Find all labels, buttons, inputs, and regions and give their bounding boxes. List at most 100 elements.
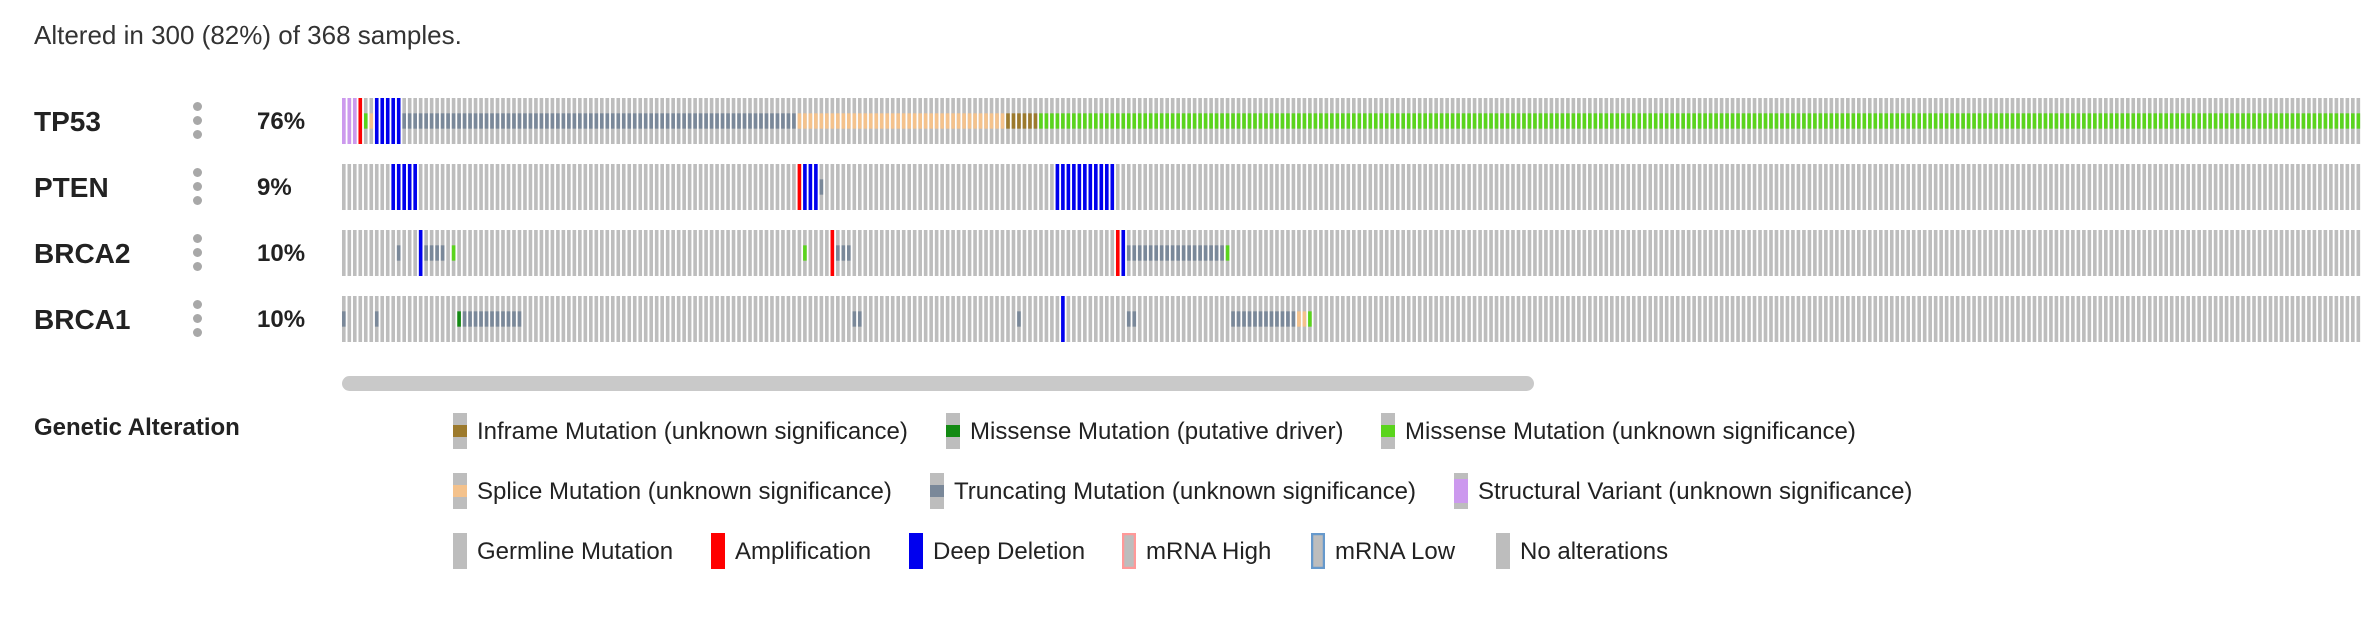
sample-cell (2054, 296, 2059, 342)
sample-cell (1609, 164, 1614, 210)
sample-mutation-missense_unknown (1159, 113, 1164, 129)
sample-mutation-truncating (473, 113, 478, 129)
sample-cell (2224, 230, 2229, 276)
sample-mutation-missense_unknown (1379, 113, 1384, 129)
sample-cell (1022, 164, 1027, 210)
sample-cell (2290, 230, 2295, 276)
sample-cell (1500, 296, 1504, 342)
sample-mutation-missense_unknown (2016, 113, 2020, 129)
sample-cell (1330, 296, 1334, 342)
sample-cell (1675, 164, 1680, 210)
sample-cell (1434, 296, 1438, 342)
sample-cell (2318, 230, 2322, 276)
sample-cell (1500, 230, 1504, 276)
sample-mutation-truncating (737, 113, 741, 129)
gene-name[interactable]: TP53 (34, 106, 101, 137)
sample-cell (1467, 230, 1471, 276)
sample-cell (2279, 164, 2284, 210)
sample-mutation-splice (995, 113, 999, 129)
sample-cell (907, 296, 912, 342)
sample-cell (616, 230, 621, 276)
sample-mutation-splice (923, 113, 928, 129)
sample-cell (1555, 164, 1559, 210)
no-alterations-icon (1496, 533, 1510, 569)
oncoprint-track-pten[interactable] (342, 164, 2362, 210)
sample-cell (1867, 296, 1872, 342)
sample-cell (863, 164, 868, 210)
sample-cell (1247, 164, 1252, 210)
sample-cell (1324, 164, 1329, 210)
sample-mutation-truncating (742, 113, 747, 129)
sample-mutation-missense_unknown (1780, 113, 1784, 129)
sample-cell (1670, 230, 1674, 276)
sample-cell (1933, 164, 1938, 210)
sample-cell (1791, 296, 1795, 342)
sample-cell (347, 230, 352, 276)
sample-cell (1818, 296, 1823, 342)
sample-cell (715, 230, 719, 276)
sample-cell (978, 296, 983, 342)
sample-mutation-truncating (1187, 245, 1191, 261)
sample-cell (1955, 230, 1960, 276)
oncoprint-track-tp53[interactable] (342, 98, 2362, 144)
sample-cell (786, 164, 791, 210)
sample-cell (1555, 296, 1559, 342)
sample-cell (923, 230, 928, 276)
track-options-icon[interactable] (189, 298, 205, 340)
sample-mutation-missense_unknown (1066, 113, 1071, 129)
sample-cell (1450, 296, 1455, 342)
sample-cell (2125, 164, 2130, 210)
gene-name[interactable]: BRCA2 (34, 238, 131, 269)
oncoprint-track-brca2[interactable] (342, 230, 2362, 276)
sample-cell (781, 230, 785, 276)
sample-cell (1544, 164, 1548, 210)
sample-cell (1417, 230, 1422, 276)
sample-cell-deep_del (814, 164, 818, 210)
sample-cell (1176, 296, 1180, 342)
sample-cell (599, 164, 604, 210)
track-options-icon[interactable] (189, 166, 205, 208)
sample-cell (731, 164, 736, 210)
sample-cell (534, 230, 538, 276)
sample-cell (2164, 164, 2169, 210)
sample-cell (2213, 164, 2218, 210)
sample-cell (363, 230, 368, 276)
sample-mutation-missense_unknown (2274, 113, 2278, 129)
sample-cell (2290, 296, 2295, 342)
track-options-icon[interactable] (189, 232, 205, 274)
sample-cell (775, 164, 780, 210)
sample-cell (1083, 296, 1087, 342)
sample-mutation-splice (1302, 311, 1307, 327)
sample-cell (1807, 296, 1812, 342)
sample-cell (1725, 164, 1729, 210)
sample-mutation-missense_unknown (1549, 113, 1554, 129)
sample-mutation-missense_unknown (1456, 113, 1460, 129)
sample-cell (1214, 296, 1219, 342)
sample-cell (709, 230, 714, 276)
sample-cell (2235, 230, 2240, 276)
track-options-icon[interactable] (189, 100, 205, 142)
gene-name[interactable]: BRCA1 (34, 304, 131, 335)
sample-mutation-truncating (693, 113, 697, 129)
sample-cell (1813, 230, 1817, 276)
sample-cell (1379, 230, 1384, 276)
sample-mutation-missense_unknown (2032, 113, 2037, 129)
sample-cell-deep_del (391, 164, 396, 210)
sample-cell (1319, 164, 1323, 210)
sample-cell (1686, 164, 1691, 210)
sample-cell (901, 230, 906, 276)
sample-mutation-missense_unknown (1675, 113, 1680, 129)
gene-name[interactable]: PTEN (34, 172, 109, 203)
sample-cell (2296, 164, 2300, 210)
sample-cell (1357, 230, 1362, 276)
sample-mutation-truncating (424, 113, 428, 129)
sample-cell (654, 296, 659, 342)
sample-cell (572, 164, 577, 210)
sample-mutation-missense_unknown (2158, 113, 2163, 129)
sample-cell (413, 296, 417, 342)
horizontal-scrollbar[interactable] (342, 376, 1534, 391)
sample-cell (1165, 164, 1169, 210)
oncoprint-track-brca1[interactable] (342, 296, 2362, 342)
sample-mutation-missense_unknown (1527, 113, 1532, 129)
sample-cell (786, 230, 791, 276)
